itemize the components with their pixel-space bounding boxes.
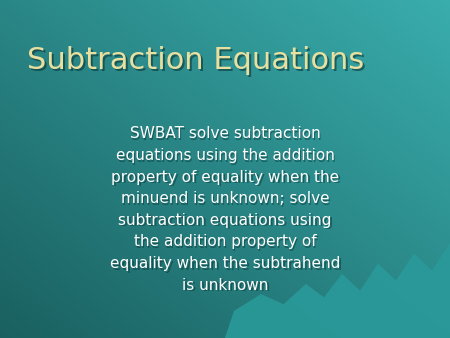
Text: SWBAT solve subtraction
equations using the addition
property of equality when t: SWBAT solve subtraction equations using … bbox=[112, 128, 342, 294]
Text: Subtraction Equations: Subtraction Equations bbox=[29, 48, 366, 77]
Text: Subtraction Equations: Subtraction Equations bbox=[27, 46, 364, 75]
Text: SWBAT solve subtraction
equations using the addition
property of equality when t: SWBAT solve subtraction equations using … bbox=[110, 126, 340, 293]
Polygon shape bbox=[225, 243, 450, 338]
